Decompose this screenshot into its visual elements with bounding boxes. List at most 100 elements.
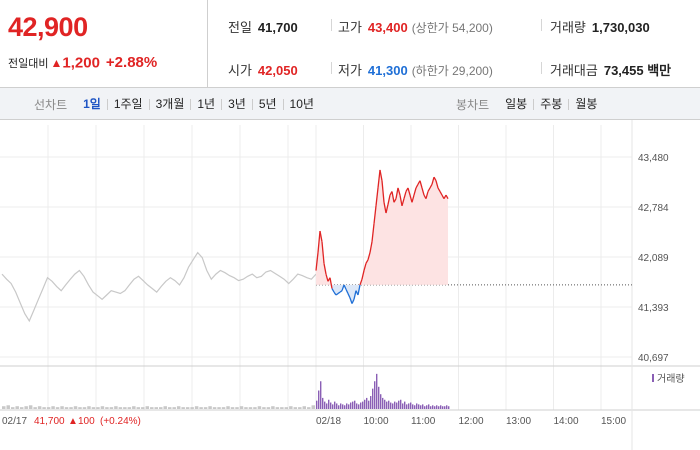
volume-bar-today [386, 401, 388, 409]
price-chart[interactable]: 43,480 42,784 42,089 41,393 40,697 거래량 02/18 10… [0, 120, 700, 450]
volume-bar-prev [19, 407, 24, 409]
divider [541, 62, 542, 74]
volume-bar-prev [37, 406, 42, 409]
x-tick-label: 15:00 [601, 416, 626, 427]
volume-bar-prev [154, 407, 158, 409]
volume-label: 거래량 [550, 20, 586, 35]
volume-bar-prev [100, 406, 105, 409]
today-price-segment [329, 277, 333, 289]
volume-bar-today [414, 405, 416, 409]
price-chart-svg[interactable]: 43,480 42,784 42,089 41,393 40,697 거래량 02/18 10… [0, 120, 700, 450]
volume: 거래량 1,730,030 [550, 17, 650, 36]
volume-bar-prev [33, 407, 37, 409]
volume-value: 1,730,030 [591, 20, 650, 35]
y-tick-label: 40,697 [638, 353, 669, 364]
volume-bar-prev [212, 407, 217, 409]
today-price-segment [323, 263, 327, 275]
prev-day-close: 41,700 [34, 416, 65, 427]
today-price-segment [369, 241, 373, 253]
tab-period-0[interactable]: 1일 [83, 96, 101, 111]
stock-summary: 42,900 전일대비 ▲1,200 +2.88% 전일 41,700 고가 43,40… [0, 0, 700, 88]
volume-bar-prev [194, 406, 199, 409]
today-price-segment [359, 278, 363, 286]
volume-bar-today [438, 406, 440, 409]
volume-bar-today [344, 405, 346, 409]
volume-bar-prev [262, 407, 266, 409]
y-tick-label: 42,784 [638, 203, 669, 214]
prev-day-change: 100 [78, 416, 95, 427]
tab-period-3[interactable]: 1년 [190, 98, 221, 110]
tab-period-6[interactable]: 10년 [282, 98, 320, 110]
volume-bar-today [348, 404, 350, 409]
volume-bar-prev [253, 407, 257, 409]
volume-bar-prev [60, 406, 64, 409]
volume-legend-label: 거래량 [657, 373, 685, 385]
volume-bar-prev [185, 407, 190, 409]
volume-bar-prev [307, 407, 311, 409]
volume-bar-prev [91, 407, 96, 409]
today-price-segment [427, 187, 431, 192]
volume-bar-today [378, 386, 380, 409]
volume-bar-today [390, 402, 392, 409]
volume-bar-today [396, 402, 398, 409]
y-tick-label: 42,089 [638, 253, 669, 264]
x-tick-label: 12:00 [459, 416, 484, 427]
trade-value-label: 거래대금 [550, 63, 598, 78]
tab-period-1[interactable]: 1주일 [106, 98, 149, 110]
volume-bar-prev [244, 407, 248, 409]
today-price-segment [393, 198, 397, 203]
volume-bar-prev [114, 406, 118, 409]
volume-bar-today [364, 399, 366, 409]
today-price-segment [445, 194, 449, 199]
tab-candle-1[interactable]: 주봉 [533, 98, 568, 110]
volume-bar-prev [217, 407, 221, 409]
volume-bar-prev [257, 406, 262, 409]
volume-bar-today [374, 381, 376, 409]
tab-period-2[interactable]: 3개월 [148, 98, 191, 110]
today-price-segment [413, 187, 417, 196]
today-price-segment [379, 169, 383, 181]
divider [331, 19, 332, 31]
volume-bar-today [380, 394, 382, 409]
open-value: 42,050 [257, 63, 298, 78]
tab-candle-0[interactable]: 일봉 [505, 96, 528, 111]
today-price-segment [399, 194, 403, 206]
today-price-segment [437, 187, 441, 192]
prev-day-line [1, 251, 317, 323]
volume-bar-prev [266, 407, 271, 409]
volume-bar-prev [230, 407, 235, 409]
tab-candle-2[interactable]: 월봉 [568, 98, 603, 110]
volume-bar-today [412, 404, 414, 409]
volume-bar-today [398, 400, 400, 409]
down-area-fill [316, 284, 448, 304]
today-price-segment [415, 183, 419, 189]
volume-bar-prev [275, 407, 280, 409]
high-value: 43,400 [367, 20, 408, 35]
today-price-segment [385, 204, 389, 214]
volume-bar-prev [127, 407, 132, 409]
volume-bar-today [336, 403, 338, 409]
volume-bar-today [384, 399, 386, 409]
prev-day-change-pct: (+0.24%) [100, 416, 141, 427]
volume-bar-today [360, 402, 362, 409]
prev-close: 전일 41,700 [228, 17, 298, 36]
volume-bar-today [400, 399, 402, 409]
volume-bar-today [416, 403, 418, 409]
volume-bar-prev [132, 406, 136, 409]
high-price: 고가 43,400 (상한가 54,200) [338, 17, 493, 36]
trade-value: 거래대금 73,455 백만 [550, 60, 671, 79]
tab-period-5[interactable]: 5년 [251, 98, 283, 110]
today-price-segment [339, 290, 343, 293]
volume-bar-today [402, 403, 404, 409]
today-price-segment [337, 291, 341, 295]
volume-bar-today [342, 404, 344, 409]
tab-period-4[interactable]: 3년 [221, 98, 252, 110]
today-price-segment [431, 176, 435, 185]
candle-chart-title: 봉차트 [456, 97, 490, 112]
volume-bar-today [424, 406, 426, 409]
today-price-segment [373, 205, 377, 224]
today-price-segment [391, 191, 395, 203]
volume-bar-today [428, 404, 430, 409]
trade-value-value: 73,455 백만 [603, 63, 672, 78]
chart-tabbar: 선차트 1일 1주일 3개월 1년 3년 5년 10년 봉차트 일봉 주봉 월봉 [0, 88, 700, 120]
